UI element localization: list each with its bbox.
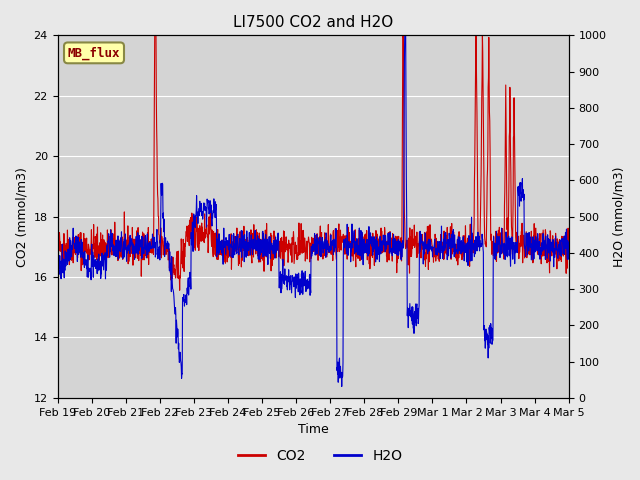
Text: MB_flux: MB_flux <box>68 46 120 60</box>
Y-axis label: CO2 (mmol/m3): CO2 (mmol/m3) <box>15 167 28 266</box>
Title: LI7500 CO2 and H2O: LI7500 CO2 and H2O <box>233 15 393 30</box>
Legend: CO2, H2O: CO2, H2O <box>232 443 408 468</box>
X-axis label: Time: Time <box>298 423 328 436</box>
Y-axis label: H2O (mmol/m3): H2O (mmol/m3) <box>612 167 625 267</box>
